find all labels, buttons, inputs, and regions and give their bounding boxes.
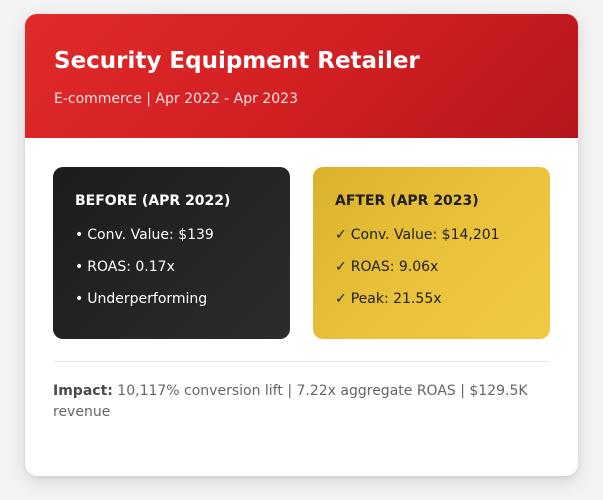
card-subtitle: E-commerce | Apr 2022 - Apr 2023	[54, 91, 298, 107]
impact-summary: Impact: 10,117% conversion lift | 7.22x …	[53, 381, 558, 423]
before-item: • Conv. Value: $139	[75, 225, 268, 246]
check-icon: ✓	[335, 259, 347, 275]
impact-label: Impact:	[53, 383, 113, 399]
before-item-text: Conv. Value: $139	[87, 227, 214, 243]
before-heading: BEFORE (APR 2022)	[75, 193, 231, 209]
bullet-icon: •	[75, 259, 84, 275]
card-title: Security Equipment Retailer	[54, 48, 420, 74]
card-header: Security Equipment Retailer E-commerce |…	[25, 14, 578, 138]
before-item: • ROAS: 0.17x	[75, 257, 268, 278]
before-item: • Underperforming	[75, 289, 268, 310]
after-item-text: Peak: 21.55x	[350, 291, 442, 307]
before-list: • Conv. Value: $139 • ROAS: 0.17x • Underpe…	[75, 225, 268, 310]
after-panel: AFTER (APR 2023) ✓ Conv. Value: $14,201 ✓…	[313, 167, 550, 339]
bullet-icon: •	[75, 227, 84, 243]
impact-text: 10,117% conversion lift | 7.22x aggregat…	[53, 383, 528, 420]
before-item-text: Underperforming	[87, 291, 208, 307]
bullet-icon: •	[75, 291, 84, 307]
case-study-card: Security Equipment Retailer E-commerce |…	[25, 14, 578, 476]
after-heading: AFTER (APR 2023)	[335, 193, 479, 209]
after-item-text: ROAS: 9.06x	[350, 259, 439, 275]
after-list: ✓ Conv. Value: $14,201 ✓ ROAS: 9.06x ✓ Peak…	[335, 225, 528, 310]
after-item: ✓ Peak: 21.55x	[335, 289, 528, 310]
after-item-text: Conv. Value: $14,201	[350, 227, 500, 243]
check-icon: ✓	[335, 227, 347, 243]
before-panel: BEFORE (APR 2022) • Conv. Value: $139 • RO…	[53, 167, 290, 339]
divider	[53, 361, 550, 362]
check-icon: ✓	[335, 291, 347, 307]
after-item: ✓ ROAS: 9.06x	[335, 257, 528, 278]
after-item: ✓ Conv. Value: $14,201	[335, 225, 528, 246]
before-item-text: ROAS: 0.17x	[87, 259, 175, 275]
